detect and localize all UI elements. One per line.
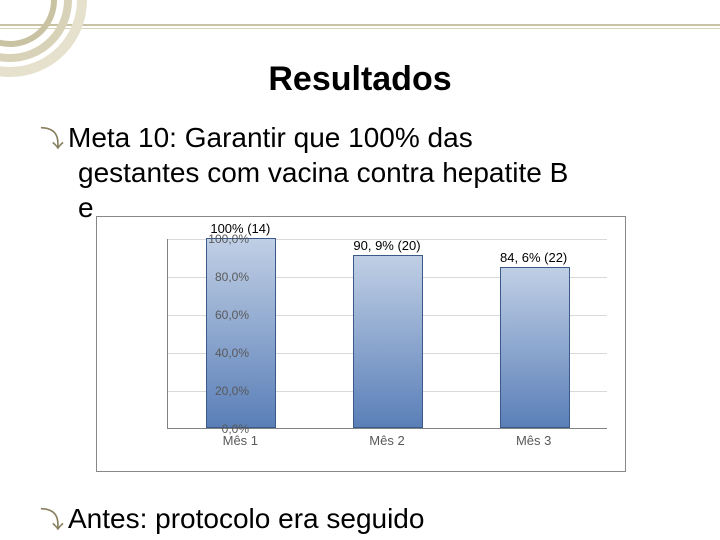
meta-paragraph: ⤵Meta 10: Garantir que 100% das gestante…	[40, 120, 680, 225]
y-tick-label: 40,0%	[189, 346, 249, 360]
bar	[353, 255, 423, 428]
x-tick-label: Mês 3	[516, 433, 551, 448]
footer-text: ⤵Antes: protocolo era seguido	[40, 500, 424, 535]
bullet-icon: ⤵	[40, 127, 64, 153]
meta-line1: Meta 10: Garantir que 100% das	[68, 122, 473, 153]
bullet-icon: ⤵	[40, 508, 64, 534]
plot-area	[167, 239, 607, 429]
bar-value-label: 90, 9% (20)	[353, 238, 420, 253]
bar	[500, 267, 570, 428]
y-tick-label: 80,0%	[189, 270, 249, 284]
chart-container: 0,0%20,0%40,0%60,0%80,0%100,0%100% (14)M…	[96, 216, 626, 472]
y-tick-label: 60,0%	[189, 308, 249, 322]
meta-line2: gestantes com vacina contra hepatite B	[40, 155, 680, 190]
x-tick-label: Mês 2	[369, 433, 404, 448]
footer-line: Antes: protocolo era seguido	[68, 503, 424, 534]
decor-line-1	[0, 24, 720, 26]
bar-value-label: 100% (14)	[210, 221, 270, 236]
decor-line-2	[0, 28, 720, 29]
x-tick-label: Mês 1	[223, 433, 258, 448]
y-tick-label: 20,0%	[189, 384, 249, 398]
bar-value-label: 84, 6% (22)	[500, 250, 567, 265]
bar	[206, 238, 276, 428]
page-title: Resultados	[0, 60, 720, 99]
